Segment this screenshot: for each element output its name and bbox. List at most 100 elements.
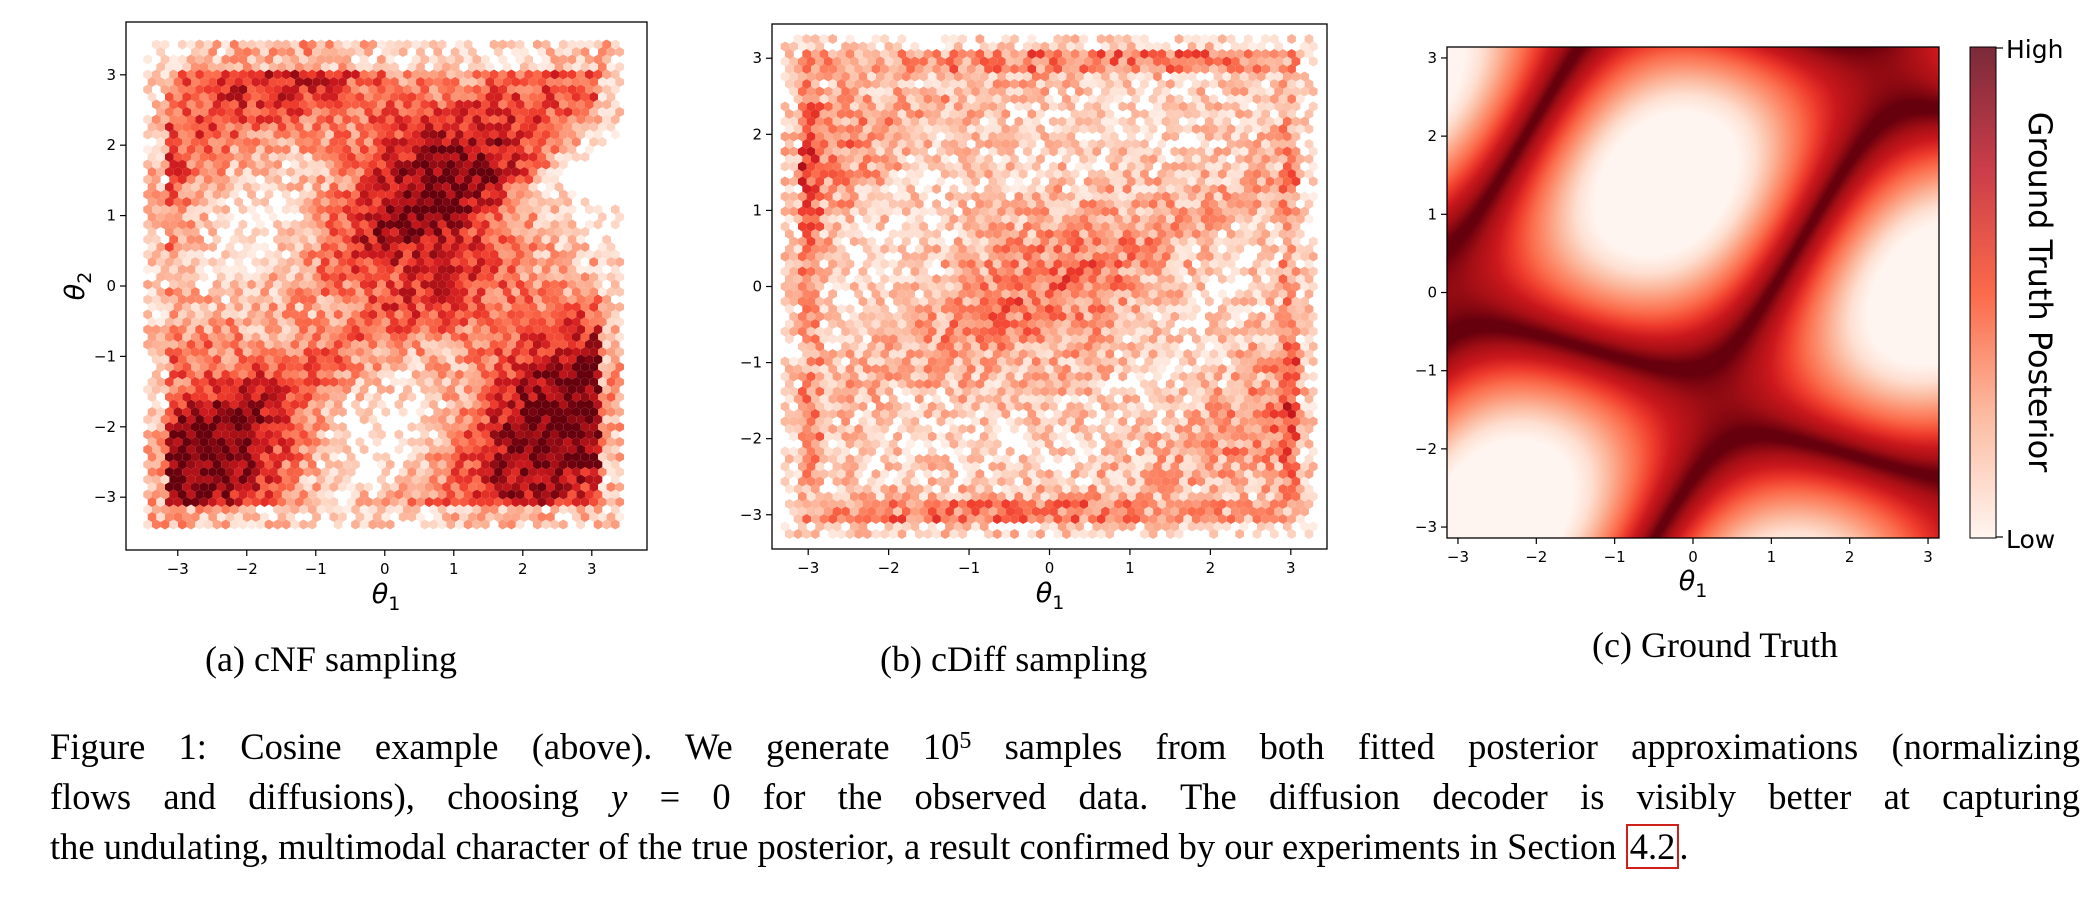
hexbin-cell: [333, 189, 343, 200]
hexbin-cell: [147, 212, 157, 222]
hexbin-cell: [1274, 281, 1283, 292]
hexbin-cell: [221, 324, 230, 335]
hexbin-cell: [798, 416, 807, 427]
hexbin-cell: [147, 197, 157, 207]
hexbin-cell: [229, 519, 239, 530]
hexbin-cell: [459, 347, 469, 357]
hexbin-cell: [398, 347, 408, 357]
hexbin-cell: [785, 244, 794, 254]
hexbin-cell: [494, 467, 503, 477]
hexbin-cell: [611, 384, 620, 395]
hexbin-cell: [1014, 206, 1024, 217]
hexbin-cell: [364, 242, 373, 252]
hexbin-cell: [329, 137, 339, 147]
hexbin-cell: [455, 309, 464, 320]
hexbin-cell: [546, 272, 555, 282]
hexbin-cell: [320, 137, 330, 147]
hexbin-cell: [216, 257, 226, 267]
hexbin-cell: [515, 234, 525, 245]
hexbin-cell: [1053, 454, 1063, 464]
hexbin-cell: [359, 84, 369, 95]
hexbin-cell: [589, 422, 598, 432]
hexbin-cell: [468, 362, 477, 372]
hexbin-cell: [841, 326, 850, 337]
hexbin-cell: [433, 332, 443, 342]
hexbin-cell: [221, 264, 230, 275]
hexbin-cell: [498, 129, 508, 140]
hexbin-cell: [875, 86, 885, 97]
hexbin-cell: [372, 497, 382, 507]
hexbin-cell: [1079, 124, 1089, 134]
hexbin-cell: [255, 39, 265, 50]
hexbin-cell: [528, 302, 538, 312]
hexbin-cell: [515, 414, 525, 425]
hexbin-cell: [212, 219, 222, 230]
hexbin-cell: [546, 302, 555, 312]
hexbin-cell: [1131, 364, 1141, 374]
hexbin-cell: [429, 519, 438, 530]
hexbin-cell: [178, 174, 187, 185]
hexbin-cell: [988, 491, 998, 502]
hexbin-cell: [286, 302, 295, 312]
hexbin-cell: [442, 152, 451, 162]
hexbin-cell: [165, 452, 174, 462]
hexbin-cell: [160, 84, 170, 95]
hexbin-cell: [203, 219, 213, 230]
hexbin-cell: [1005, 41, 1015, 52]
hexbin-cell: [988, 281, 998, 292]
hexbin-cell: [472, 429, 482, 440]
hexbin-cell: [841, 41, 850, 52]
hexbin-cell: [537, 47, 546, 57]
hexbin-cell: [416, 152, 425, 162]
hexbin-cell: [286, 452, 295, 462]
hexbin-cell: [316, 429, 326, 440]
hexbin-cell: [394, 204, 404, 215]
hexbin-cell: [1183, 289, 1192, 299]
hexbin-cell: [567, 129, 577, 140]
hexbin-cell: [1144, 521, 1154, 532]
hexbin-cell: [502, 167, 512, 177]
hexbin-cell: [1261, 109, 1270, 119]
hexbin-cell: [221, 99, 230, 110]
hexbin-cell: [372, 242, 382, 252]
hexbin-cell: [229, 234, 239, 245]
hexbin-cell: [1044, 379, 1054, 389]
hexbin-cell: [191, 152, 200, 162]
hexbin-cell: [585, 204, 594, 215]
hexbin-cell: [919, 491, 928, 502]
hexbin-cell: [333, 429, 343, 440]
hexbin-cell: [550, 414, 559, 425]
hexbin-cell: [1252, 124, 1262, 134]
hexbin-cell: [147, 467, 157, 477]
hexbin-cell: [225, 242, 235, 252]
hexbin-cell: [303, 317, 313, 327]
hexbin-cell: [919, 236, 928, 247]
hexbin-cell: [407, 137, 417, 147]
hexbin-cell: [446, 249, 456, 260]
hexbin-cell: [789, 506, 798, 517]
hexbin-cell: [1118, 506, 1128, 517]
hexbin-cell: [368, 309, 378, 320]
hexbin-cell: [463, 324, 473, 335]
hexbin-cell: [815, 431, 824, 442]
hexbin-cell: [351, 324, 360, 335]
hexbin-cell: [234, 227, 243, 237]
hexbin-cell: [1196, 176, 1205, 187]
hexbin-cell: [303, 62, 313, 72]
hexbin-cell: [325, 219, 334, 230]
hexbin-cell: [914, 214, 924, 224]
hexbin-cell: [923, 259, 933, 269]
hexbin-cell: [1044, 49, 1054, 59]
hexbin-cell: [572, 437, 581, 447]
hexbin-cell: [264, 399, 274, 410]
hexbin-cell: [320, 257, 330, 267]
hexbin-cell: [593, 114, 603, 125]
hexbin-cell: [255, 54, 265, 65]
hexbin-cell: [910, 251, 920, 262]
hexbin-cell: [1062, 349, 1071, 359]
hexbin-cell: [1166, 514, 1175, 524]
hexbin-cell: [299, 69, 308, 80]
hexbin-cell: [208, 62, 217, 72]
hexbin-cell: [312, 197, 321, 207]
hexbin-cell: [199, 77, 209, 87]
